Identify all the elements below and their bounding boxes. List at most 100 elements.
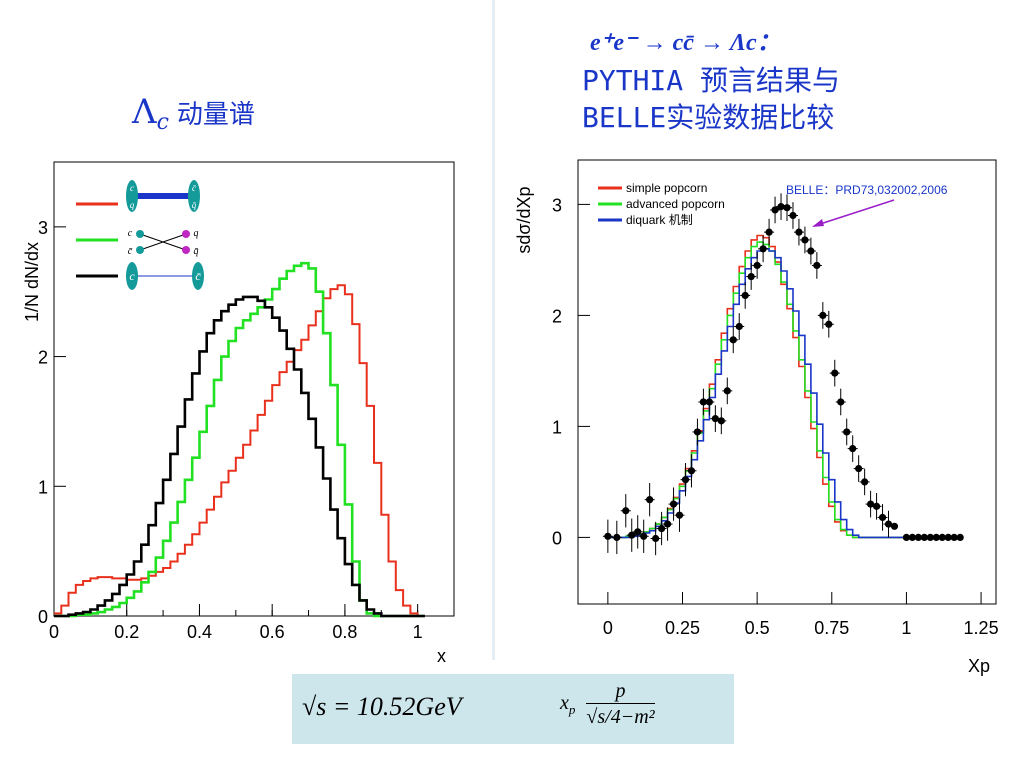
y-tick-label: 3 (552, 195, 562, 215)
data-point (735, 322, 743, 331)
data-point (753, 261, 761, 270)
data-point (831, 369, 839, 377)
data-point (819, 311, 827, 319)
xp-denominator: √s/4−m² (586, 703, 655, 729)
column-divider (492, 0, 495, 660)
data-point (843, 428, 851, 436)
data-point (640, 532, 648, 540)
diagram-quark-dot (136, 246, 144, 254)
data-point (872, 502, 881, 510)
data-point (699, 398, 707, 406)
y-tick-label: 0 (552, 528, 562, 548)
data-point (783, 204, 791, 212)
formula-box: √s = 10.52GeV xp p √s/4−m² (292, 674, 734, 744)
data-point (837, 398, 845, 406)
data-point (878, 513, 887, 522)
histogram-blue (607, 248, 919, 539)
data-point (604, 532, 612, 540)
x-tick-label: 0.25 (665, 618, 700, 638)
y-tick-label: 0 (38, 607, 48, 627)
data-point (669, 500, 678, 508)
diagram-label-cbar: c̄ (192, 183, 197, 193)
diagram-antiquark-oval (188, 180, 200, 212)
y-tick-label: 2 (38, 348, 48, 368)
belle-reference: BELLE：PRD73,032002,2006 (786, 183, 948, 197)
data-point (705, 398, 713, 406)
x-tick-label: 0 (603, 618, 613, 638)
diagram-label-q: q (130, 200, 135, 210)
x-tick-label: 1 (901, 618, 911, 638)
data-point (634, 528, 642, 536)
histogram-red (54, 284, 425, 617)
data-point (729, 336, 737, 344)
reaction-formula: e⁺e⁻ → cc̄ → Λc： (590, 30, 781, 56)
y-axis-label: 1/N dN/dx (22, 242, 42, 322)
diagram-quark-dot (136, 230, 144, 238)
data-point (789, 211, 797, 220)
data-point (759, 245, 767, 253)
annotation-arrow (813, 199, 895, 227)
data-point (956, 533, 964, 541)
xp-definition: xp p √s/4−m² (560, 680, 655, 729)
legend-label: diquark 机制 (626, 213, 693, 227)
data-point (884, 520, 893, 528)
diagram-antiquark-oval (192, 262, 204, 290)
data-point (693, 428, 702, 436)
data-point (944, 533, 952, 541)
x-tick-label: 0.6 (260, 622, 285, 642)
data-point (771, 206, 779, 214)
x-tick-label: 0.5 (745, 618, 770, 638)
x-tick-label: 0.75 (814, 618, 849, 638)
x-tick-label: 0.8 (332, 622, 357, 642)
y-tick-label: 1 (38, 477, 48, 497)
legend-label: simple popcorn (626, 181, 707, 195)
diagram-cross-line (139, 233, 187, 251)
data-point (861, 478, 869, 486)
diagram-label-c: c (128, 228, 133, 239)
data-point (926, 533, 934, 541)
data-point (908, 533, 916, 541)
x-axis-label: Xp (968, 656, 990, 676)
x-tick-label: 1.25 (964, 618, 999, 638)
histogram-red (607, 234, 919, 539)
data-point (717, 417, 725, 425)
data-point (920, 533, 928, 541)
data-point (807, 247, 815, 255)
data-point (613, 533, 621, 541)
plot-frame (577, 159, 997, 605)
histogram-green (54, 261, 425, 618)
data-point (950, 533, 958, 541)
x-tick-label: 0 (49, 622, 59, 642)
diagram-label-qbar: q̄ (194, 246, 199, 257)
data-point (681, 476, 690, 484)
xp-lhs: x (560, 692, 569, 715)
data-point (658, 524, 666, 533)
left-title-text: 动量谱 (176, 100, 255, 130)
right-title: PYTHIA 预言结果与 BELLE实验数据比较 (582, 62, 840, 136)
data-point (741, 291, 749, 300)
data-point (902, 533, 911, 541)
data-point (687, 467, 696, 475)
diagram-label-cbar: c̄ (195, 269, 201, 283)
data-point (932, 533, 940, 541)
histogram-green (607, 241, 919, 539)
y-tick-label: 3 (38, 218, 48, 238)
x-tick-label: 0.2 (114, 622, 139, 642)
legend-label: advanced popcorn (626, 197, 725, 211)
data-point (890, 522, 899, 530)
data-point (795, 228, 803, 236)
diagram-label-cbar: c̄ (128, 246, 133, 257)
right-title-line2: BELLE实验数据比较 (582, 101, 835, 134)
x-axis-label: x (437, 646, 446, 666)
data-point (646, 496, 654, 504)
y-tick-label: 2 (552, 306, 562, 326)
histogram-black (54, 295, 425, 618)
x-tick-label: 1 (413, 622, 423, 642)
data-point (765, 228, 773, 236)
data-point (747, 272, 755, 281)
data-point (849, 445, 857, 453)
data-point (628, 531, 636, 539)
data-point (813, 261, 821, 270)
data-point (825, 320, 833, 328)
